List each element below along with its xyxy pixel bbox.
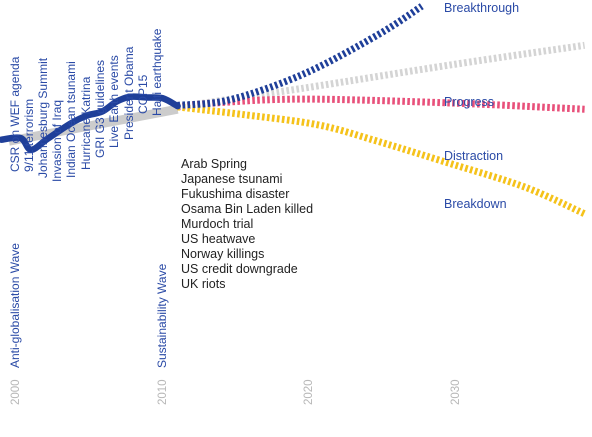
baseline-trend-line (8, 104, 179, 146)
events-2000s: CSR on WEF agenda 9/11 terrorism Johanne… (8, 28, 164, 182)
event-murdoch: Murdoch trial (181, 217, 253, 231)
year-tick-2030: 2030 (450, 379, 462, 405)
scenario-label-breakdown: Breakdown (444, 197, 507, 211)
scenario-label-distraction: Distraction (444, 149, 503, 163)
event-norway: Norway killings (181, 247, 264, 261)
event-tsunami: Indian Ocean tsunami (64, 61, 78, 178)
event-obama: President Obama (122, 46, 136, 140)
event-uk-riots: UK riots (181, 277, 225, 291)
event-haiti: Haiti earthquake (150, 28, 164, 116)
x-axis-ticks: 2000 2010 2020 2030 (10, 379, 462, 405)
event-heatwave: US heatwave (181, 232, 255, 246)
event-katrina: Hurricane Katrina (79, 76, 93, 170)
historical-line (0, 93, 181, 154)
event-japanese-tsunami: Japanese tsunami (181, 172, 282, 186)
event-live-earth: Live Earth events (107, 55, 121, 148)
event-9-11: 9/11 terrorism (22, 99, 36, 172)
event-gri: GRI G3 guidelines (93, 60, 107, 158)
year-tick-2010: 2010 (157, 379, 169, 405)
scenario-line-breakthrough (177, 3, 424, 109)
scenario-label-breakthrough: Breakthrough (444, 1, 519, 15)
year-tick-2000: 2000 (10, 379, 22, 405)
event-fukushima: Fukushima disaster (181, 187, 289, 201)
event-iraq: Invasion of Iraq (50, 100, 64, 182)
year-tick-2020: 2020 (303, 379, 315, 405)
event-bin-laden: Osama Bin Laden killed (181, 202, 313, 216)
event-credit-downgrade: US credit downgrade (181, 262, 298, 276)
event-cop15: COP15 (136, 74, 150, 114)
wave-label-antiglobalisation: Anti-globalisation Wave (8, 243, 22, 368)
lines-layer (0, 3, 587, 217)
event-csr-wef: CSR on WEF agenda (8, 56, 22, 172)
wave-label-sustainability: Sustainability Wave (155, 263, 169, 368)
event-arab-spring: Arab Spring (181, 157, 247, 171)
event-johannesburg: Johannesburg Summit (36, 57, 50, 178)
scenario-label-progress: Progress (444, 95, 494, 109)
scenario-line-distraction (177, 95, 585, 113)
events-2011: Arab Spring Japanese tsunami Fukushima d… (181, 157, 313, 291)
scenario-line-breakdown (177, 103, 587, 217)
